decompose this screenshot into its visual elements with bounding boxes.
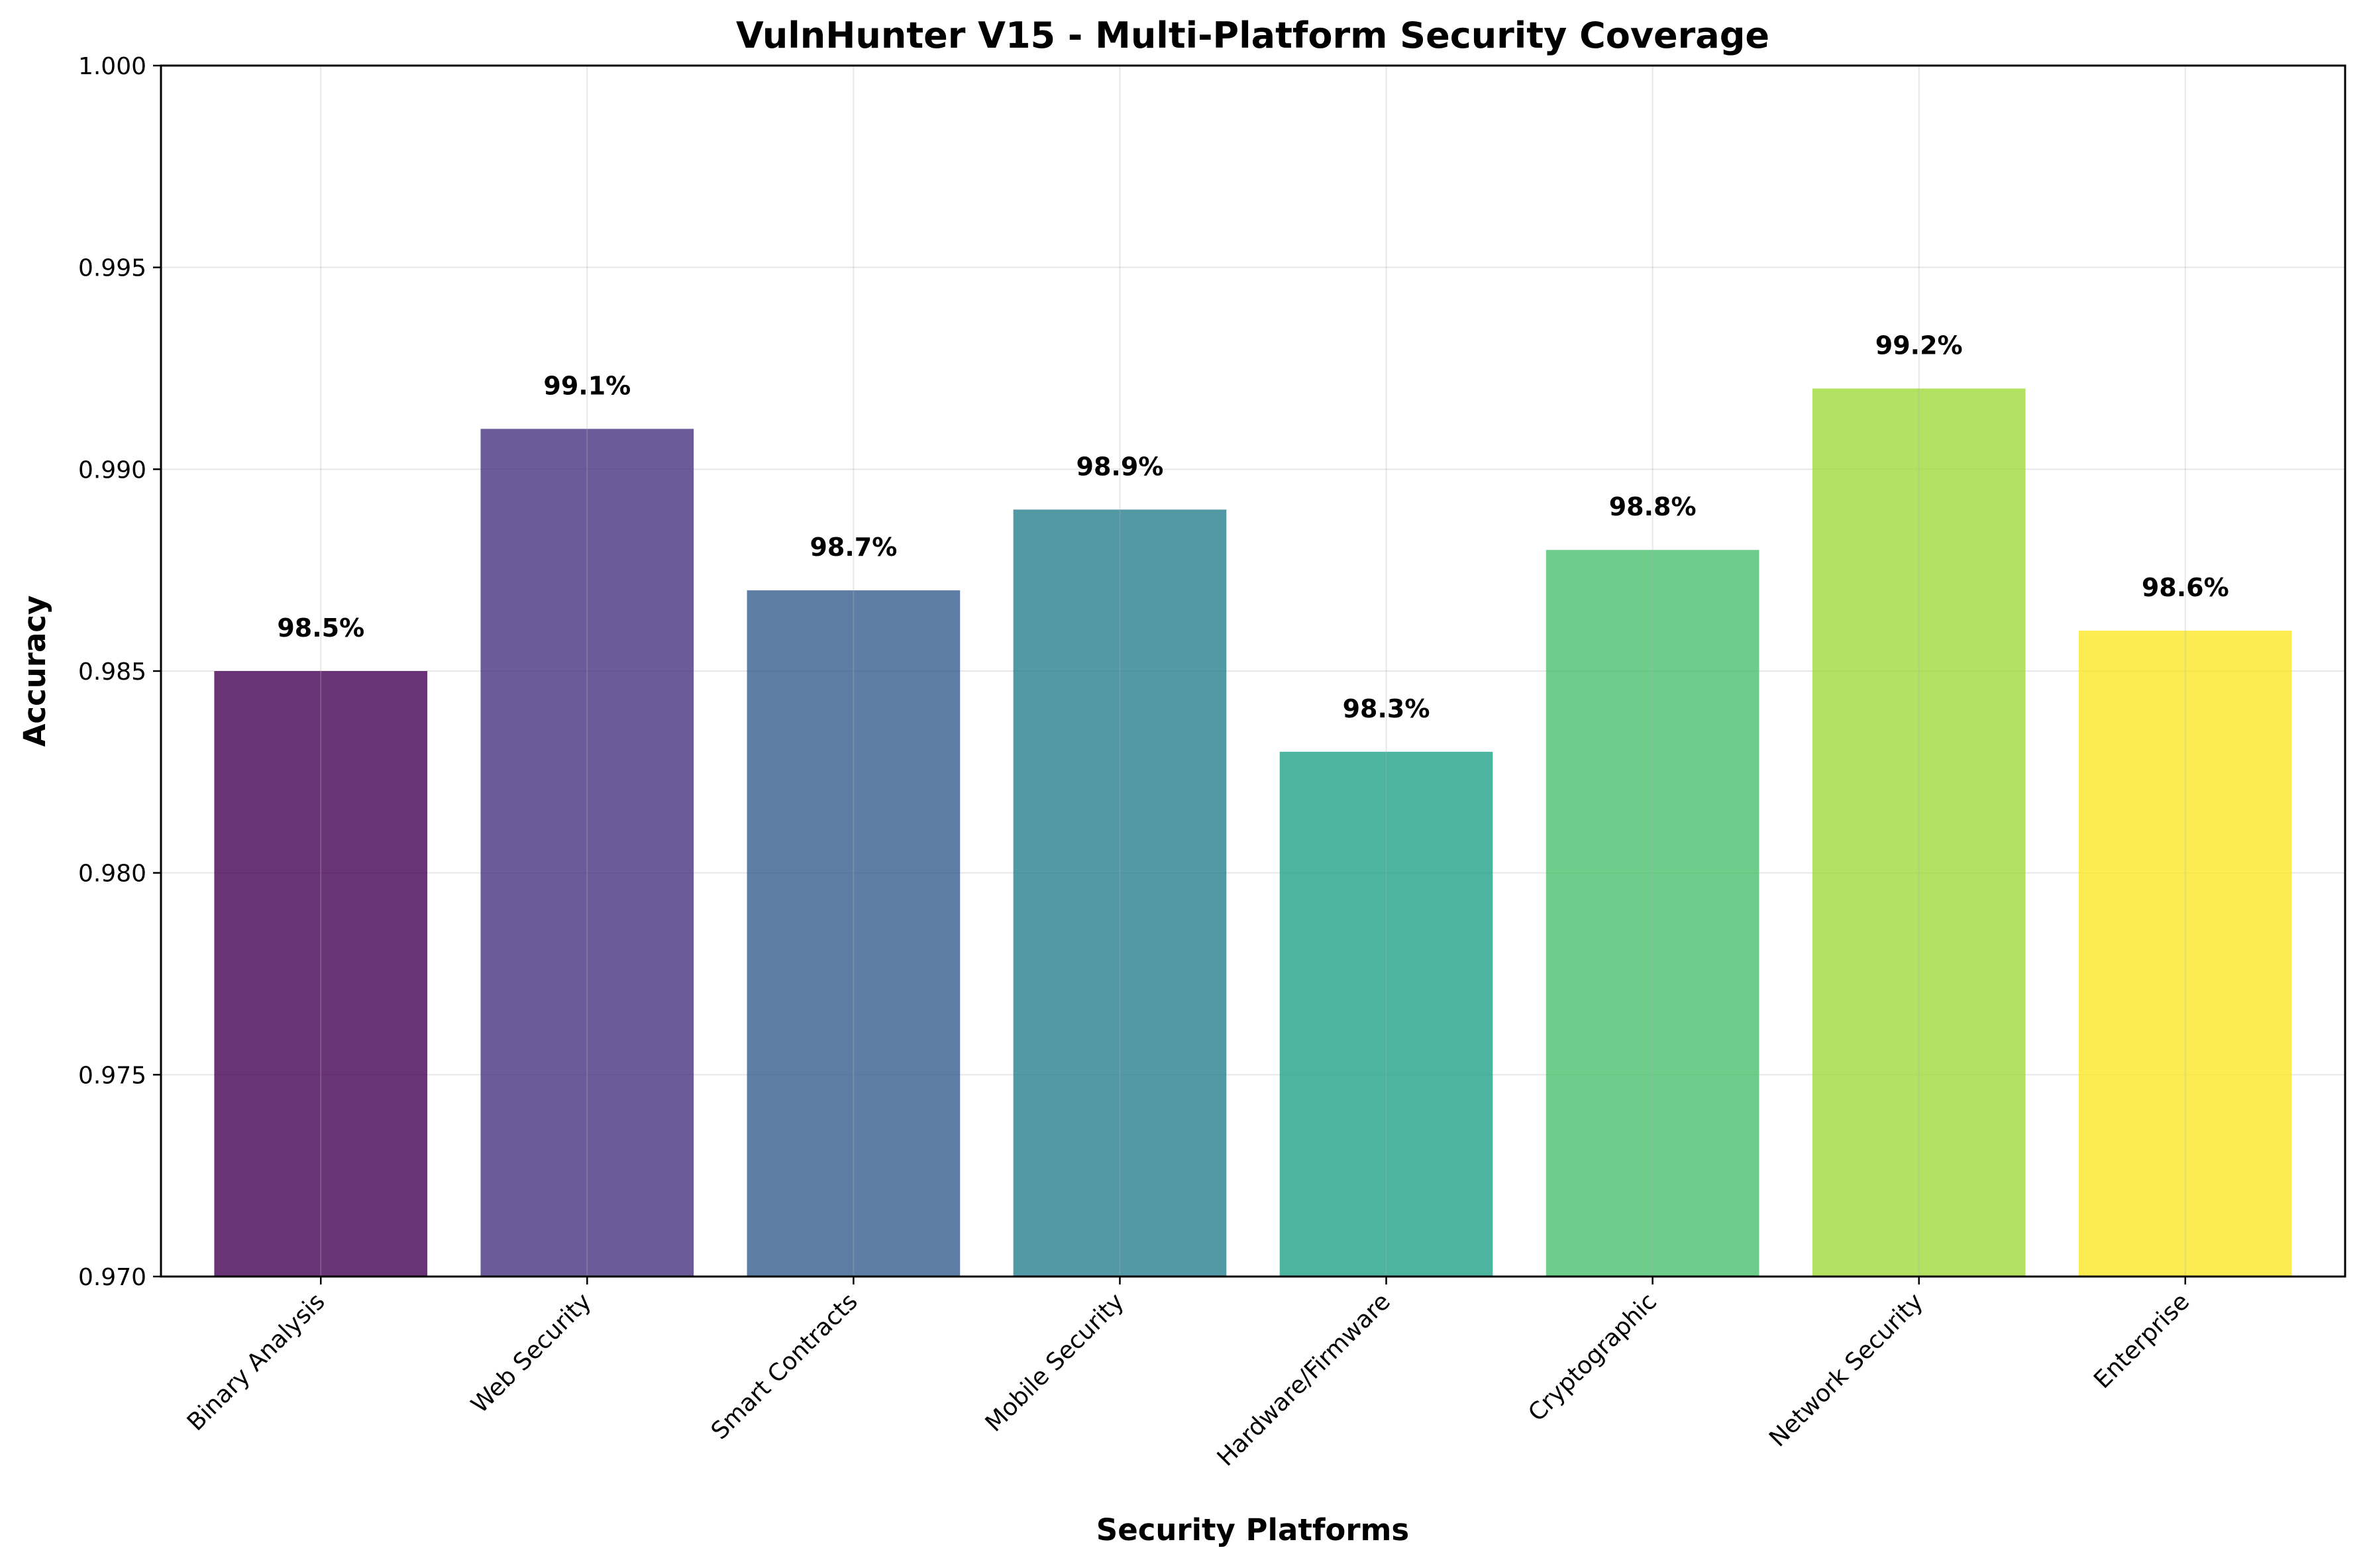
y-tick-label: 0.980 [78,861,146,888]
bar [2078,631,2292,1277]
y-tick-label: 0.985 [78,658,146,686]
data-label: 98.7% [810,533,897,562]
bar [480,429,694,1277]
data-label: 98.8% [1609,492,1697,521]
data-label: 99.2% [1875,331,1963,360]
y-tick-label: 0.975 [78,1062,146,1089]
bar [747,590,961,1277]
y-tick-label: 0.990 [78,456,146,484]
data-label: 98.5% [277,613,364,643]
data-label: 98.6% [2142,573,2229,602]
bar [1812,388,2026,1277]
bar [1279,751,1493,1277]
bar [1013,509,1227,1277]
vertical-grid [320,66,2186,1277]
chart-title: VulnHunter V15 - Multi-Platform Security… [736,15,1769,56]
data-label: 98.3% [1343,694,1430,723]
y-tick-label: 0.970 [78,1264,146,1291]
bar [214,671,428,1277]
y-axis-label: Accuracy [17,596,52,747]
bars [214,388,2292,1277]
y-tick-label: 1.000 [78,53,146,80]
x-axis-label: Security Platforms [1096,1512,1409,1547]
data-label: 98.9% [1076,452,1164,481]
bar [1546,550,1759,1277]
data-label: 99.1% [543,371,631,400]
y-tick-label: 0.995 [78,255,146,282]
data-labels: 98.5% 99.1% 98.7% 98.9% 98.3% 98.8% 99.2% 98.6% [277,331,2229,723]
